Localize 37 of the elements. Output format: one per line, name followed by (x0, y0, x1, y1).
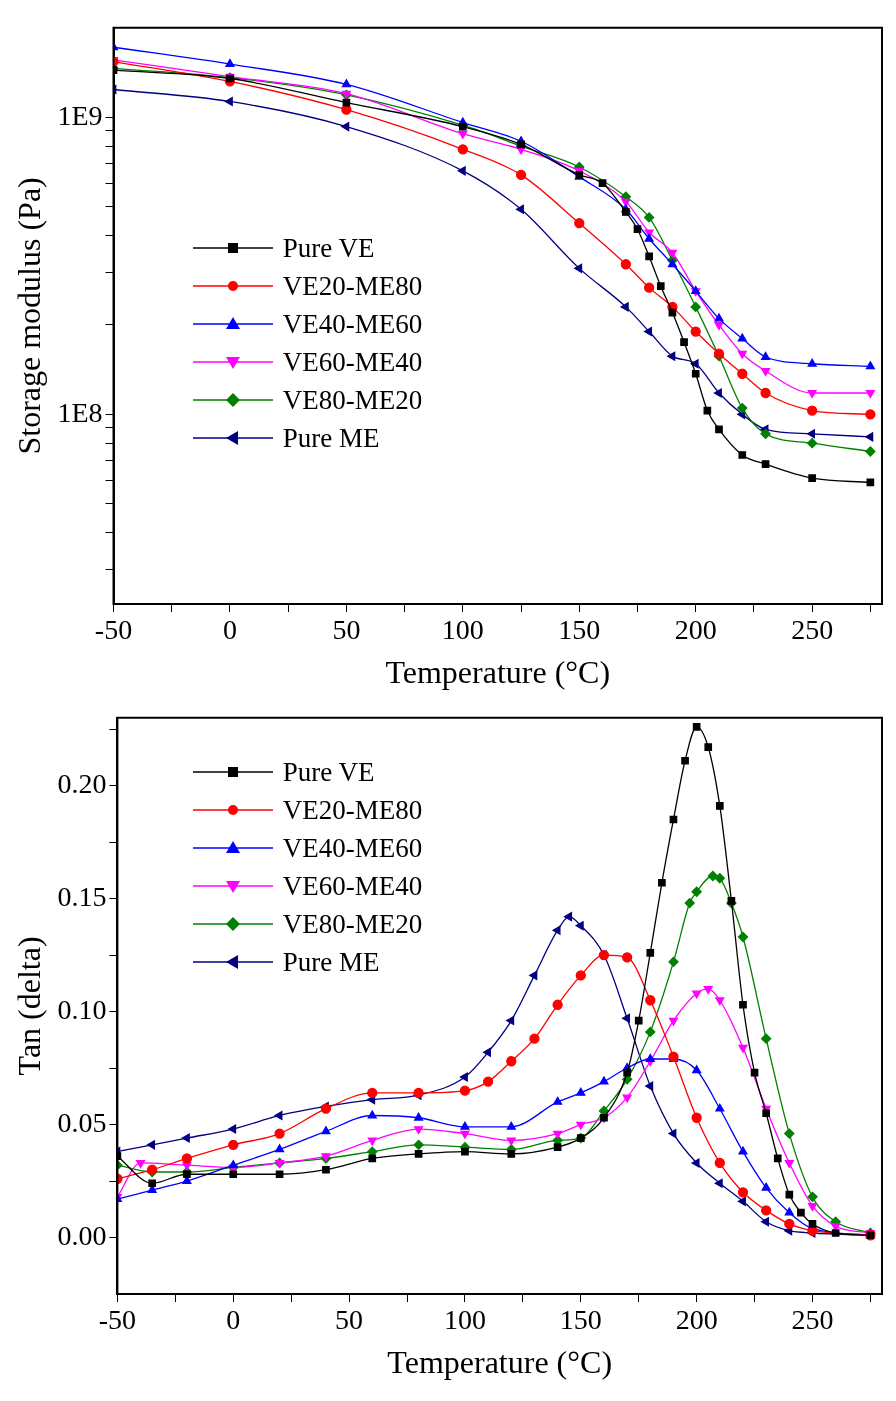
x-tick-label: 250 (791, 1304, 834, 1336)
x-tick-label: 50 (335, 1304, 364, 1336)
x-tick-label: -50 (98, 1304, 137, 1336)
legend-label: Pure VE (282, 231, 375, 265)
x-tick-label: 200 (674, 614, 717, 646)
x-tick-label: 100 (441, 614, 484, 646)
legend-label: VE20-ME80 (282, 794, 423, 828)
y-axis-title: Storage modulus (Pa) (10, 177, 47, 455)
x-tick-label: 50 (332, 614, 361, 646)
x-tick-label: 200 (675, 1304, 718, 1336)
y-tick-label: 0.15 (57, 880, 107, 912)
x-tick-label: 150 (559, 1304, 602, 1336)
x-axis-title: Temperature (°C) (387, 1344, 613, 1381)
x-tick-label: 100 (443, 1304, 486, 1336)
legend-label: VE40-ME60 (282, 307, 423, 341)
x-tick-label: 250 (791, 614, 834, 646)
legend-label: VE80-ME20 (282, 383, 423, 417)
x-tick-label: 0 (226, 1304, 241, 1336)
legend-label: VE40-ME60 (282, 832, 423, 866)
x-tick-label: -50 (94, 614, 133, 646)
legend-label: VE20-ME80 (282, 269, 423, 303)
x-tick-label: 150 (558, 614, 601, 646)
y-tick-label: 0.00 (57, 1219, 107, 1251)
legend-label: VE60-ME40 (282, 345, 423, 379)
y-axis-title: Tan (delta) (10, 936, 47, 1076)
legend-label: Pure ME (282, 946, 380, 980)
x-tick-label: 0 (222, 614, 237, 646)
y-tick-label: 0.05 (57, 1106, 107, 1138)
y-tick-label: 1E8 (57, 396, 103, 428)
legend-label: Pure ME (282, 421, 380, 455)
y-tick-label: 1E9 (57, 99, 103, 131)
x-axis-title: Temperature (°C) (385, 654, 611, 691)
y-tick-label: 0.10 (57, 993, 107, 1025)
legend-label: VE80-ME20 (282, 908, 423, 942)
y-tick-label: 0.20 (57, 767, 107, 799)
legend-label: Pure VE (282, 756, 375, 790)
legend-label: VE60-ME40 (282, 870, 423, 904)
